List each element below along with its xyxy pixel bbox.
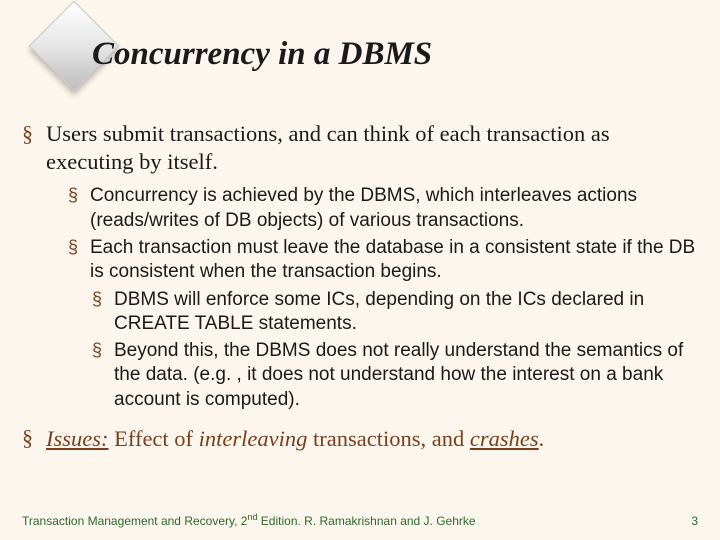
issues-after: . — [539, 426, 545, 451]
footer-super: nd — [247, 512, 257, 522]
issues-before: Effect of — [109, 426, 199, 451]
slide-title: Concurrency in a DBMS — [92, 36, 432, 73]
bullet-text: Users submit transactions, and can think… — [46, 120, 698, 176]
issues-label: Issues: — [46, 426, 109, 451]
issues-mid: transactions, and — [307, 426, 469, 451]
bullet-text: Each transaction must leave the database… — [90, 236, 698, 285]
bullet-level3: § Beyond this, the DBMS does not really … — [92, 339, 698, 412]
bullet-level2: § Each transaction must leave the databa… — [68, 236, 698, 285]
sub-sub-bullet-group: § DBMS will enforce some ICs, depending … — [92, 288, 698, 413]
bullet-text: Beyond this, the DBMS does not really un… — [114, 339, 698, 412]
issues-interleaving: interleaving — [199, 426, 308, 451]
bullet-level1: § Users submit transactions, and can thi… — [22, 120, 698, 176]
bullet-mark-icon: § — [92, 339, 114, 412]
issues-crashes: crashes — [470, 426, 539, 451]
issues-text: Issues: Effect of interleaving transacti… — [46, 424, 544, 453]
page-number: 3 — [691, 514, 698, 528]
footer-prefix: Transaction Management and Recovery, 2 — [22, 514, 247, 528]
bullet-mark-icon: § — [22, 424, 46, 453]
bullet-mark-icon: § — [68, 184, 90, 233]
bullet-mark-icon: § — [68, 236, 90, 285]
slide-footer: Transaction Management and Recovery, 2nd… — [22, 512, 698, 528]
bullet-mark-icon: § — [22, 120, 46, 176]
slide-body: § Users submit transactions, and can thi… — [22, 120, 698, 453]
bullet-text: DBMS will enforce some ICs, depending on… — [114, 288, 698, 337]
footer-citation: Transaction Management and Recovery, 2nd… — [22, 512, 476, 528]
bullet-level1-issues: § Issues: Effect of interleaving transac… — [22, 424, 698, 453]
sub-bullet-group: § Concurrency is achieved by the DBMS, w… — [68, 184, 698, 412]
bullet-text: Concurrency is achieved by the DBMS, whi… — [90, 184, 698, 233]
bullet-level2: § Concurrency is achieved by the DBMS, w… — [68, 184, 698, 233]
footer-suffix: Edition. R. Ramakrishnan and J. Gehrke — [257, 514, 475, 528]
bullet-mark-icon: § — [92, 288, 114, 337]
bullet-level3: § DBMS will enforce some ICs, depending … — [92, 288, 698, 337]
